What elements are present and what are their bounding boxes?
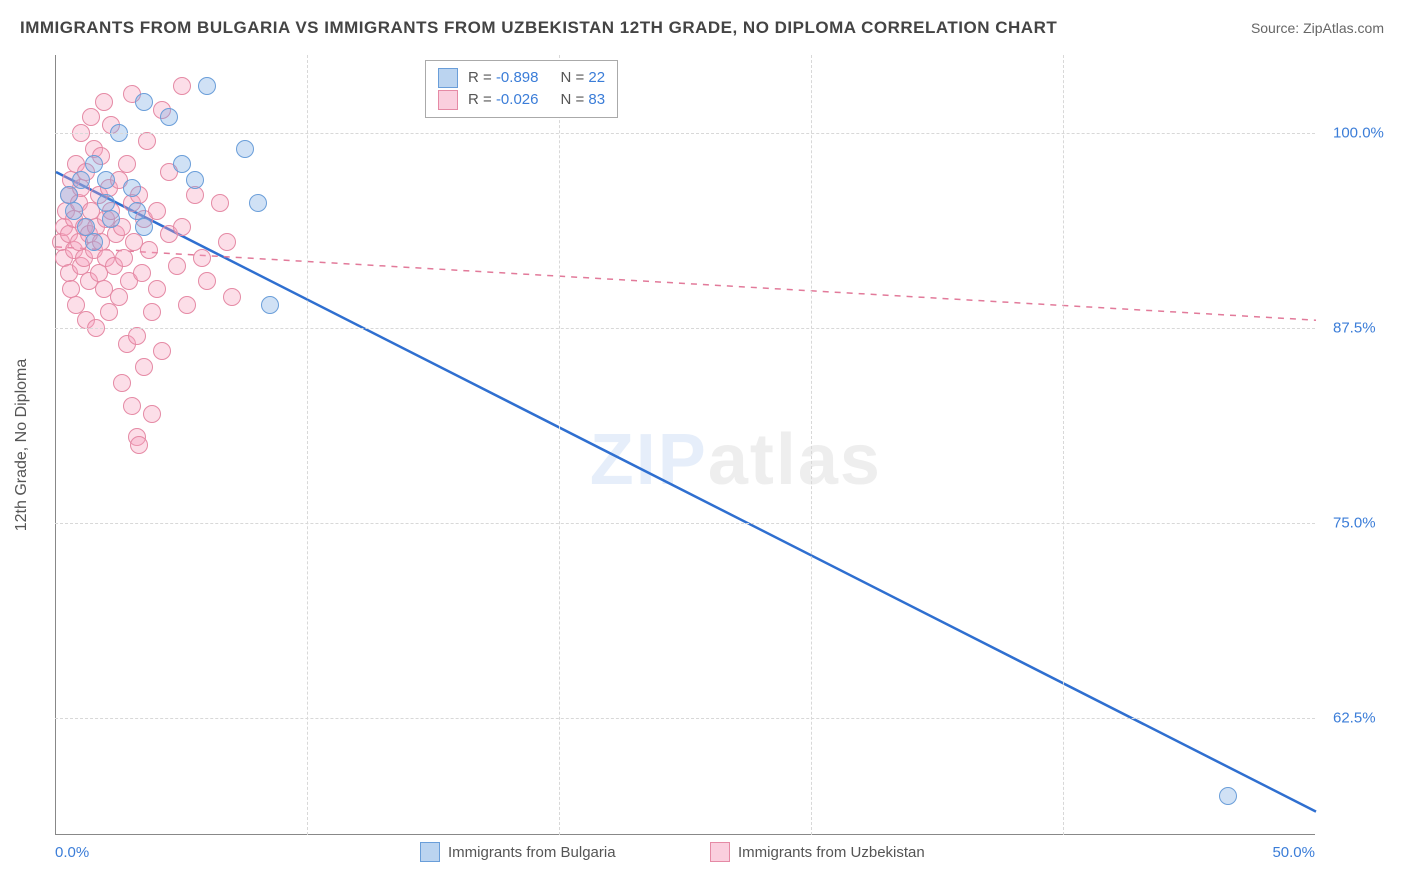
scatter-point	[148, 202, 166, 220]
scatter-point	[110, 288, 128, 306]
scatter-point	[97, 171, 115, 189]
scatter-point	[133, 264, 151, 282]
legend-swatch	[420, 842, 440, 862]
scatter-point	[138, 132, 156, 150]
scatter-point	[236, 140, 254, 158]
scatter-point	[249, 194, 267, 212]
legend-swatch	[438, 68, 458, 88]
scatter-point	[102, 210, 120, 228]
scatter-point	[211, 194, 229, 212]
xtick-label: 0.0%	[55, 844, 89, 861]
scatter-point	[123, 179, 141, 197]
scatter-point	[135, 218, 153, 236]
legend-label: Immigrants from Uzbekistan	[738, 844, 925, 861]
scatter-point	[135, 358, 153, 376]
scatter-point	[72, 171, 90, 189]
legend-stat: N = 83	[560, 89, 605, 111]
legend-swatch	[438, 90, 458, 110]
ytick-label: 75.0%	[1333, 515, 1376, 532]
trend-line	[56, 247, 1316, 320]
grid-h-line	[55, 328, 1315, 329]
scatter-point	[65, 202, 83, 220]
scatter-point	[115, 249, 133, 267]
scatter-point	[223, 288, 241, 306]
grid-h-line	[55, 133, 1315, 134]
scatter-point	[153, 342, 171, 360]
legend-label: Immigrants from Bulgaria	[448, 844, 616, 861]
ytick-label: 62.5%	[1333, 710, 1376, 727]
scatter-point	[140, 241, 158, 259]
scatter-point	[198, 272, 216, 290]
scatter-point	[123, 397, 141, 415]
scatter-point	[82, 108, 100, 126]
grid-h-line	[55, 718, 1315, 719]
correlation-legend: R = -0.898 N = 22 R = -0.026 N = 83	[425, 60, 618, 118]
scatter-point	[130, 436, 148, 454]
scatter-point	[135, 93, 153, 111]
correlation-legend-row: R = -0.026 N = 83	[438, 89, 605, 111]
y-axis-label: 12th Grade, No Diploma	[13, 359, 31, 532]
scatter-point	[218, 233, 236, 251]
series-legend-item: Immigrants from Bulgaria	[420, 842, 616, 862]
scatter-point	[118, 155, 136, 173]
trend-line	[56, 172, 1316, 812]
scatter-point	[186, 171, 204, 189]
ytick-label: 100.0%	[1333, 125, 1384, 142]
chart-title: IMMIGRANTS FROM BULGARIA VS IMMIGRANTS F…	[20, 18, 1057, 38]
grid-h-line	[55, 523, 1315, 524]
scatter-point	[173, 218, 191, 236]
correlation-legend-row: R = -0.898 N = 22	[438, 67, 605, 89]
scatter-point	[198, 77, 216, 95]
scatter-point	[148, 280, 166, 298]
legend-stat: R = -0.026	[468, 89, 538, 111]
scatter-point	[100, 303, 118, 321]
legend-stat: R = -0.898	[468, 67, 538, 89]
scatter-point	[173, 155, 191, 173]
scatter-point	[143, 405, 161, 423]
xtick-label: 50.0%	[1272, 844, 1315, 861]
legend-stat: N = 22	[560, 67, 605, 89]
scatter-point	[193, 249, 211, 267]
scatter-point	[113, 374, 131, 392]
scatter-point	[186, 186, 204, 204]
scatter-point	[173, 77, 191, 95]
scatter-point	[85, 233, 103, 251]
scatter-point	[160, 108, 178, 126]
scatter-point	[261, 296, 279, 314]
scatter-point	[143, 303, 161, 321]
scatter-point	[178, 296, 196, 314]
source-label: Source: ZipAtlas.com	[1251, 20, 1384, 36]
ytick-label: 87.5%	[1333, 320, 1376, 337]
scatter-point	[128, 327, 146, 345]
legend-swatch	[710, 842, 730, 862]
scatter-point	[95, 93, 113, 111]
scatter-point	[168, 257, 186, 275]
scatter-point	[85, 155, 103, 173]
series-legend-item: Immigrants from Uzbekistan	[710, 842, 925, 862]
scatter-point	[1219, 787, 1237, 805]
